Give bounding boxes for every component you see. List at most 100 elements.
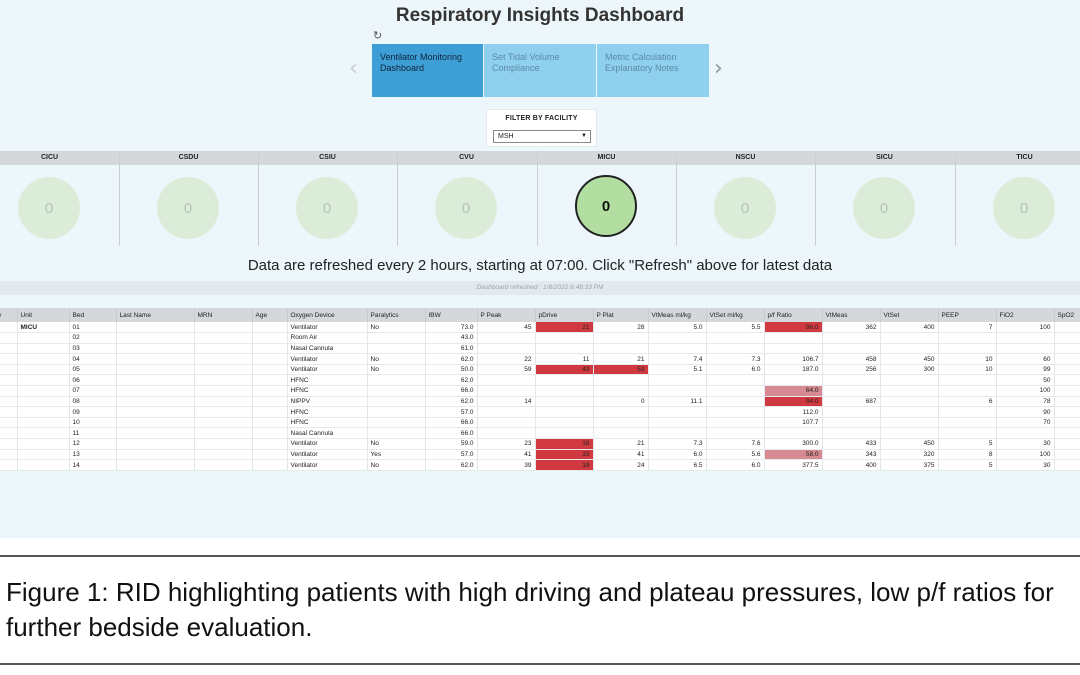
unit-count-micu[interactable]: 0 bbox=[575, 175, 637, 237]
column-header-age[interactable]: Age bbox=[252, 308, 288, 322]
cell-age bbox=[252, 438, 288, 450]
refresh-timestamp-bar: Dashboard refreshed : 1/8/2022 6:48:33 P… bbox=[0, 281, 1080, 295]
table-row[interactable]: 02 Room Air 43.0 bbox=[0, 332, 1080, 344]
cell-bed: 05 bbox=[69, 364, 117, 376]
cell-peep: 8 bbox=[938, 449, 997, 461]
cell-age bbox=[252, 417, 288, 429]
cell-vtmeas-mlkg bbox=[648, 385, 707, 397]
column-header-spo2[interactable]: SpO2 bbox=[1054, 308, 1080, 322]
cell-mrn bbox=[194, 427, 253, 440]
table-row[interactable]: 03 Nasal Cannula 61.0 bbox=[0, 343, 1080, 355]
cell-p-peak bbox=[477, 343, 536, 355]
column-header-vtmeas-mlkg[interactable]: VtMeas ml/kg bbox=[648, 308, 707, 322]
cell-p-peak bbox=[477, 332, 536, 344]
table-row[interactable]: 14 Ventilator No 62.0 39 19 24 6.5 6.0 377.5 400 37… bbox=[0, 459, 1080, 471]
cell-vtmeas bbox=[822, 406, 881, 418]
column-header-paralytics[interactable]: Paralytics bbox=[367, 308, 426, 322]
cell-age bbox=[252, 343, 288, 355]
cell-p-peak: 59 bbox=[477, 364, 536, 376]
chevron-left-icon[interactable]: ‹ bbox=[349, 56, 358, 81]
cell-age bbox=[252, 332, 288, 344]
tab-metric-notes[interactable]: Metric Calculation Explanatory Notes bbox=[597, 44, 709, 97]
cell-vtmeas: 362 bbox=[822, 322, 881, 334]
cell-spo2 bbox=[1054, 374, 1080, 387]
cell-peep bbox=[938, 374, 997, 387]
table-row[interactable]: 13 Ventilator Yes 57.0 41 33 41 6.0 5.6 58.0 343 32… bbox=[0, 449, 1080, 461]
unit-count-csdu[interactable]: 0 bbox=[157, 177, 219, 239]
cell-vtmeas-mlkg: 7.3 bbox=[648, 438, 707, 450]
cell-p-peak: 41 bbox=[477, 449, 536, 461]
unit-count-cicu[interactable]: 0 bbox=[18, 177, 80, 239]
column-header-ibw[interactable]: IBW bbox=[425, 308, 478, 322]
unit-name-sicu: SICU bbox=[876, 154, 893, 161]
column-header-pdrive[interactable]: pDrive bbox=[535, 308, 594, 322]
cell-vtset: 375 bbox=[880, 459, 939, 471]
column-header-vtset[interactable]: VtSet bbox=[880, 308, 939, 322]
cell-vtset bbox=[880, 427, 939, 440]
chevron-right-icon[interactable]: › bbox=[714, 56, 723, 81]
column-header-p-plat[interactable]: P Plat bbox=[593, 308, 649, 322]
unit-count-csiu[interactable]: 0 bbox=[296, 177, 358, 239]
tab-ventilator-monitoring[interactable]: Ventilator Monitoring Dashboard bbox=[372, 44, 483, 97]
table-row[interactable]: 09 HFNC 57.0 112.0 90 bbox=[0, 406, 1080, 418]
table-row[interactable]: 08 NIPPV 62.0 14 0 11.1 94.0 687 6 78 bbox=[0, 396, 1080, 408]
column-header-mrn[interactable]: MRN bbox=[194, 308, 253, 322]
column-header-facility[interactable]: ility bbox=[0, 308, 18, 322]
cell-age bbox=[252, 396, 288, 408]
column-header-vtmeas[interactable]: VtMeas bbox=[822, 308, 881, 322]
cell-age bbox=[252, 449, 288, 461]
cell-p-peak bbox=[477, 417, 536, 429]
cell-vtmeas-mlkg bbox=[648, 374, 707, 387]
table-row[interactable]: 05 Ventilator No 50.0 59 43 53 5.1 6.0 187.0 256 30… bbox=[0, 364, 1080, 376]
table-row[interactable]: 11 Nasal Cannula 66.0 bbox=[0, 427, 1080, 440]
cell-last-name bbox=[116, 332, 195, 344]
table-row[interactable]: 10 HFNC 66.0 107.7 70 bbox=[0, 417, 1080, 429]
cell-last-name bbox=[116, 364, 195, 376]
table-row[interactable]: 04 Ventilator No 62.0 22 11 21 7.4 7.3 106.7 458 45… bbox=[0, 353, 1080, 365]
cell-unit bbox=[17, 396, 70, 408]
cell-bed: 04 bbox=[69, 353, 117, 365]
cell-vtset: 450 bbox=[880, 353, 939, 365]
cell-oxygen-device: Ventilator bbox=[287, 364, 368, 376]
cell-oxygen-device: Room Air bbox=[287, 332, 368, 344]
cell-peep bbox=[938, 385, 997, 397]
cell-vtmeas-mlkg: 6.5 bbox=[648, 459, 707, 471]
cell-ibw: 66.0 bbox=[425, 417, 478, 429]
cell-fio2 bbox=[996, 332, 1055, 344]
table-row[interactable]: 12 Ventilator No 59.0 23 16 21 7.3 7.6 300.0 433 45… bbox=[0, 438, 1080, 450]
cell-last-name bbox=[116, 385, 195, 397]
unit-count-ticu[interactable]: 0 bbox=[993, 177, 1055, 239]
unit-count-sicu[interactable]: 0 bbox=[853, 177, 915, 239]
cell-oxygen-device: HFNC bbox=[287, 406, 368, 418]
column-header-vtset-mlkg[interactable]: VtSet ml/kg bbox=[706, 308, 765, 322]
unit-header-bar: CICU CSDU CSIU CVU MICU NSCU SICU TICU bbox=[0, 151, 1080, 165]
table-row[interactable]: HMICU01 VentilatorNo73.04521285.05.596.03… bbox=[0, 322, 1080, 334]
divider bbox=[119, 151, 120, 246]
column-header-fio2[interactable]: FiO2 bbox=[996, 308, 1055, 322]
column-header-oxygen-device[interactable]: Oxygen Device bbox=[287, 308, 368, 322]
column-header-peep[interactable]: PEEP bbox=[938, 308, 997, 322]
cell-ibw: 50.0 bbox=[425, 364, 478, 376]
refresh-icon[interactable]: ↻ bbox=[373, 30, 383, 42]
cell-oxygen-device: Ventilator bbox=[287, 459, 368, 471]
cell-pf-ratio: 96.0 bbox=[764, 322, 823, 334]
facility-select[interactable]: MSH ▼ bbox=[493, 130, 591, 143]
cell-spo2 bbox=[1054, 322, 1080, 334]
column-header-unit[interactable]: Unit bbox=[17, 308, 70, 322]
unit-count-cvu[interactable]: 0 bbox=[435, 177, 497, 239]
column-header-p-peak[interactable]: P Peak bbox=[477, 308, 536, 322]
unit-count-nscu[interactable]: 0 bbox=[714, 177, 776, 239]
table-row[interactable]: 07 HFNC 66.0 64.0 100 bbox=[0, 385, 1080, 397]
column-header-pf-ratio[interactable]: p/f Ratio bbox=[764, 308, 823, 322]
cell-vtmeas: 400 bbox=[822, 459, 881, 471]
column-header-bed[interactable]: Bed bbox=[69, 308, 117, 322]
cell-unit bbox=[17, 427, 70, 440]
column-header-last-name[interactable]: Last Name bbox=[116, 308, 195, 322]
cell-pdrive bbox=[535, 343, 594, 355]
cell-paralytics: No bbox=[367, 322, 426, 334]
table-row[interactable]: 06 HFNC 62.0 50 bbox=[0, 374, 1080, 387]
tab-set-tidal-volume[interactable]: Set Tidal Volume Compliance bbox=[484, 44, 596, 97]
cell-ibw: 57.0 bbox=[425, 406, 478, 418]
cell-last-name bbox=[116, 438, 195, 450]
cell-age bbox=[252, 427, 288, 440]
